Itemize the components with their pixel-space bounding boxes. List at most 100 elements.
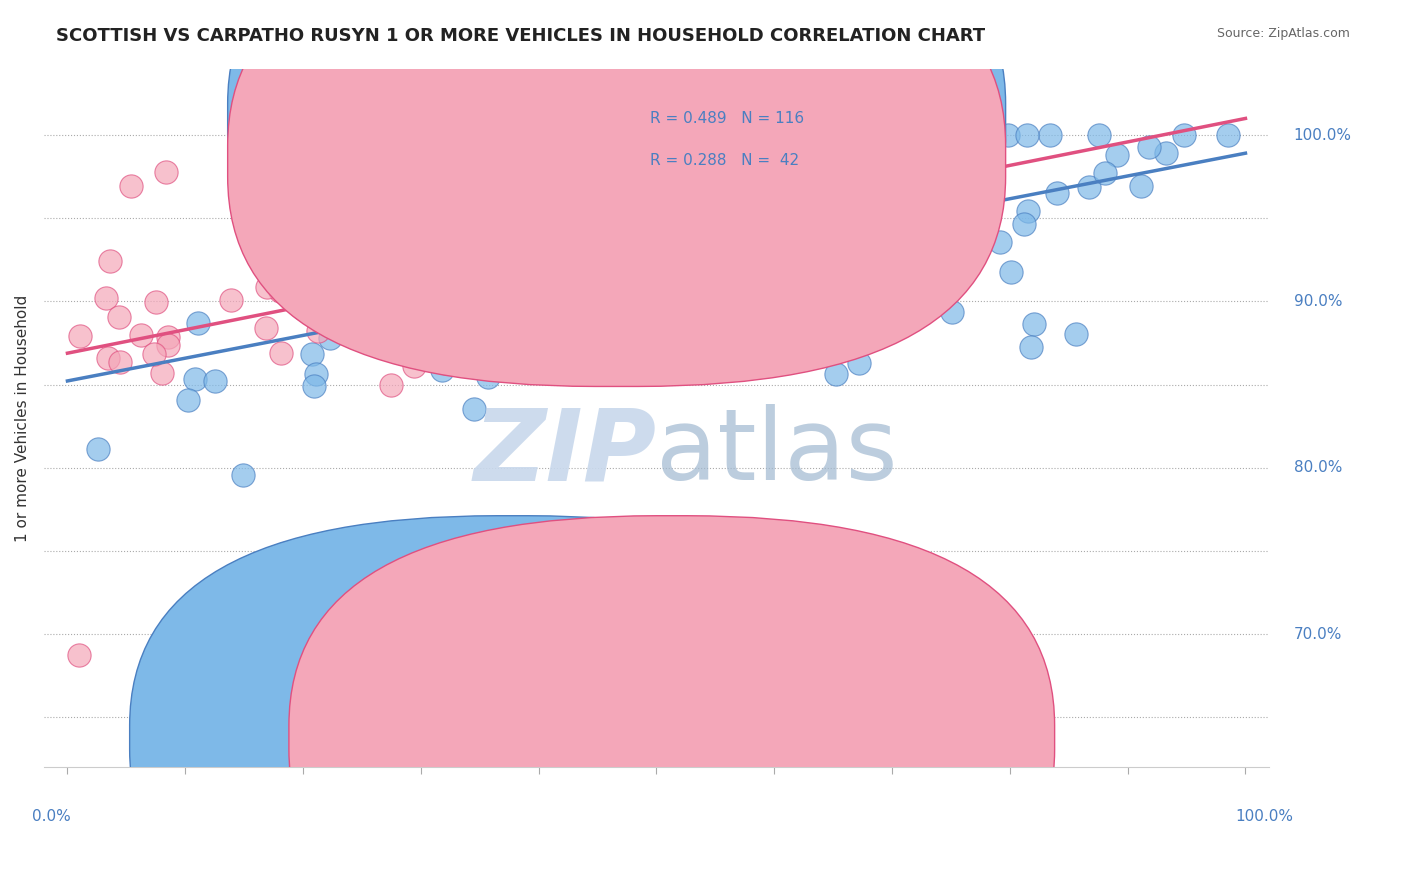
- Point: [645, 359, 668, 374]
- Text: R = 0.288   N =  42: R = 0.288 N = 42: [651, 153, 800, 169]
- Point: [730, 330, 752, 344]
- Point: [307, 325, 329, 339]
- Point: [441, 333, 464, 347]
- Text: 100.0%: 100.0%: [1236, 809, 1294, 824]
- Point: [150, 367, 173, 381]
- Point: [409, 244, 432, 259]
- Point: [94, 291, 117, 305]
- Point: [232, 467, 254, 482]
- Point: [270, 346, 292, 360]
- Point: [1216, 128, 1239, 142]
- Point: [145, 295, 167, 310]
- Point: [156, 337, 179, 351]
- Point: [204, 374, 226, 388]
- Point: [292, 301, 315, 316]
- Point: [630, 128, 652, 142]
- Point: [910, 216, 932, 230]
- Point: [1094, 166, 1116, 180]
- Point: [256, 280, 278, 294]
- Point: [484, 235, 506, 250]
- Point: [823, 288, 845, 302]
- Point: [301, 346, 323, 360]
- Point: [1015, 128, 1038, 142]
- Point: [531, 289, 554, 303]
- Point: [463, 402, 485, 417]
- Point: [432, 125, 454, 139]
- Point: [276, 546, 298, 560]
- Point: [478, 320, 501, 334]
- Point: [531, 234, 554, 248]
- Point: [374, 309, 396, 323]
- Point: [441, 191, 464, 205]
- Text: 80.0%: 80.0%: [1294, 460, 1341, 475]
- Point: [1014, 217, 1036, 231]
- Point: [477, 370, 499, 384]
- Point: [527, 345, 550, 359]
- Text: 90.0%: 90.0%: [1294, 294, 1343, 309]
- Point: [108, 310, 131, 324]
- Point: [1154, 145, 1177, 160]
- Point: [557, 278, 579, 293]
- Point: [941, 305, 963, 319]
- Point: [704, 191, 727, 205]
- Point: [388, 271, 411, 285]
- Point: [811, 230, 834, 244]
- Point: [800, 153, 823, 167]
- Point: [804, 310, 827, 325]
- Point: [551, 353, 574, 368]
- FancyBboxPatch shape: [571, 89, 938, 202]
- Point: [267, 252, 290, 266]
- Point: [472, 318, 495, 333]
- Text: R = 0.489   N = 116: R = 0.489 N = 116: [651, 112, 804, 127]
- Point: [695, 166, 717, 180]
- Point: [69, 328, 91, 343]
- Point: [318, 331, 340, 345]
- Point: [783, 254, 806, 268]
- FancyBboxPatch shape: [228, 0, 1005, 344]
- Point: [288, 226, 311, 240]
- Text: 100.0%: 100.0%: [1294, 128, 1351, 143]
- Point: [269, 284, 291, 298]
- Point: [806, 150, 828, 164]
- Point: [86, 442, 108, 456]
- Y-axis label: 1 or more Vehicles in Household: 1 or more Vehicles in Household: [15, 294, 30, 541]
- Point: [494, 329, 516, 343]
- Point: [1105, 147, 1128, 161]
- Point: [704, 227, 727, 241]
- Point: [793, 265, 815, 279]
- Point: [454, 344, 477, 359]
- FancyBboxPatch shape: [129, 516, 896, 892]
- Point: [724, 95, 747, 109]
- Point: [671, 191, 693, 205]
- Point: [337, 278, 360, 293]
- Point: [706, 277, 728, 291]
- Point: [711, 275, 734, 289]
- Point: [988, 235, 1011, 249]
- Point: [423, 339, 446, 353]
- Point: [97, 351, 120, 366]
- Text: 0.0%: 0.0%: [32, 809, 70, 824]
- Point: [1088, 128, 1111, 142]
- Point: [501, 203, 523, 218]
- Point: [997, 128, 1019, 142]
- Point: [380, 377, 402, 392]
- Point: [377, 315, 399, 329]
- Point: [1046, 186, 1069, 200]
- Point: [1137, 140, 1160, 154]
- Point: [465, 314, 488, 328]
- Point: [825, 367, 848, 381]
- Point: [752, 128, 775, 142]
- Point: [815, 271, 838, 285]
- Point: [1078, 179, 1101, 194]
- Point: [311, 137, 333, 152]
- Point: [740, 221, 762, 235]
- Point: [254, 321, 277, 335]
- Point: [959, 185, 981, 199]
- Point: [157, 330, 180, 344]
- Point: [67, 648, 90, 663]
- Point: [879, 201, 901, 215]
- Point: [568, 203, 591, 218]
- Point: [177, 393, 200, 408]
- Point: [1130, 179, 1153, 194]
- Point: [956, 128, 979, 142]
